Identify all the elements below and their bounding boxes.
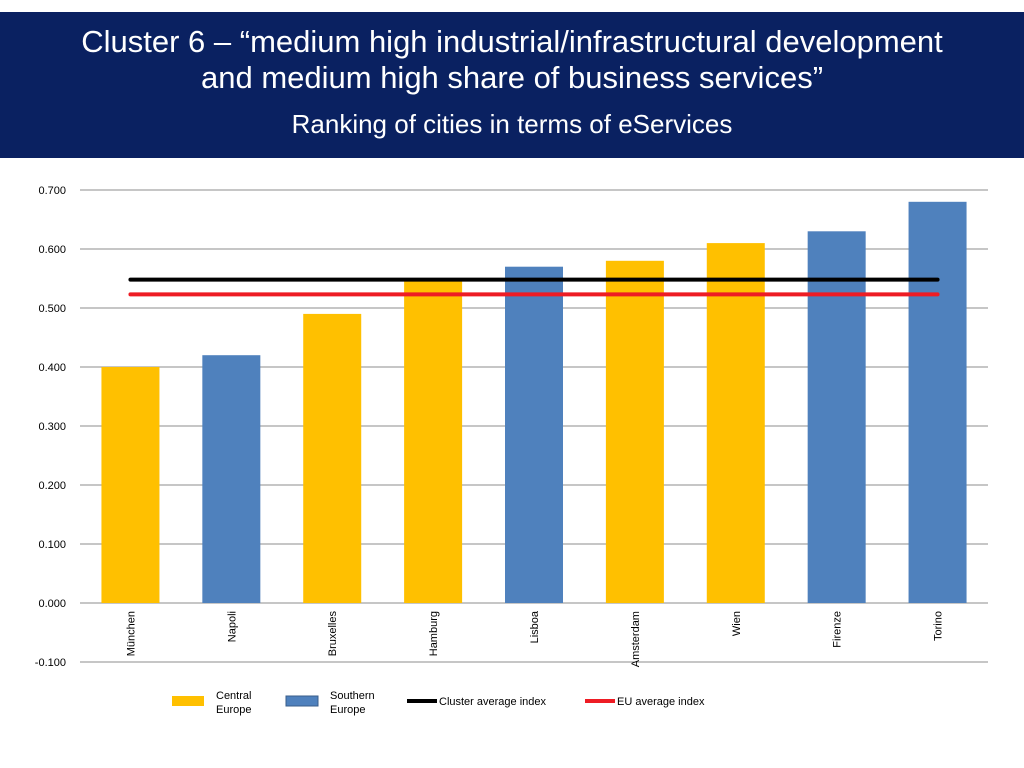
legend-label: Europe bbox=[216, 704, 251, 716]
legend-label: Europe bbox=[330, 704, 365, 716]
y-tick-label: 0.500 bbox=[38, 303, 66, 315]
y-tick-label: 0.100 bbox=[38, 539, 66, 551]
legend-label: EU average index bbox=[617, 696, 705, 708]
y-tick-label: 0.300 bbox=[38, 421, 66, 433]
title-line-2: and medium high share of business servic… bbox=[200, 60, 824, 95]
y-axis-tick-labels: 0.700 0.600 0.500 0.400 0.300 0.200 0.100 0.000… bbox=[35, 185, 66, 669]
x-tick-label: Amsterdam bbox=[630, 611, 642, 667]
y-tick-label: 0.700 bbox=[38, 185, 66, 197]
bar bbox=[605, 260, 664, 603]
title-banner: Cluster 6 – “medium high industrial/infr… bbox=[0, 12, 1024, 158]
reference-lines bbox=[128, 277, 940, 297]
x-tick-label: Firenze bbox=[832, 611, 844, 648]
top-strip bbox=[0, 0, 1024, 12]
legend: Central Europe Southern Europe Cluster avera… bbox=[172, 690, 705, 716]
y-tick-label: 0.000 bbox=[38, 598, 66, 610]
x-tick-label: Napoli bbox=[226, 611, 238, 642]
bar-chart: 0.700 0.600 0.500 0.400 0.300 0.200 0.100 0.000… bbox=[35, 185, 988, 716]
bar bbox=[505, 266, 563, 603]
x-tick-label: Bruxelles bbox=[327, 611, 339, 657]
legend-swatch bbox=[172, 696, 204, 706]
legend-label: Central bbox=[216, 690, 251, 702]
bar bbox=[202, 355, 261, 603]
bar bbox=[404, 278, 463, 603]
legend-label: Cluster average index bbox=[439, 696, 547, 708]
legend-label: Southern bbox=[330, 690, 375, 702]
x-tick-label: Wien bbox=[731, 611, 743, 636]
y-tick-label: 0.400 bbox=[38, 362, 66, 374]
bar bbox=[101, 367, 160, 603]
bars bbox=[101, 201, 967, 604]
y-tick-label: -0.100 bbox=[35, 657, 66, 669]
legend-swatch bbox=[285, 695, 319, 707]
title-line-1: Cluster 6 – “medium high industrial/infr… bbox=[81, 24, 943, 59]
x-tick-label: Lisboa bbox=[529, 610, 541, 643]
y-tick-label: 0.600 bbox=[38, 244, 66, 256]
bar bbox=[706, 243, 765, 603]
bar bbox=[807, 231, 866, 604]
y-tick-label: 0.200 bbox=[38, 480, 66, 492]
x-tick-label: Torino bbox=[933, 611, 945, 641]
x-tick-label: München bbox=[125, 611, 137, 656]
x-tick-label: Hamburg bbox=[428, 611, 440, 656]
x-axis-tick-labels: München Napoli Bruxelles Hamburg Lisboa Amste… bbox=[125, 610, 944, 667]
subtitle: Ranking of cities in terms of eServices bbox=[291, 109, 733, 139]
bar bbox=[908, 201, 967, 604]
bar bbox=[303, 313, 362, 603]
